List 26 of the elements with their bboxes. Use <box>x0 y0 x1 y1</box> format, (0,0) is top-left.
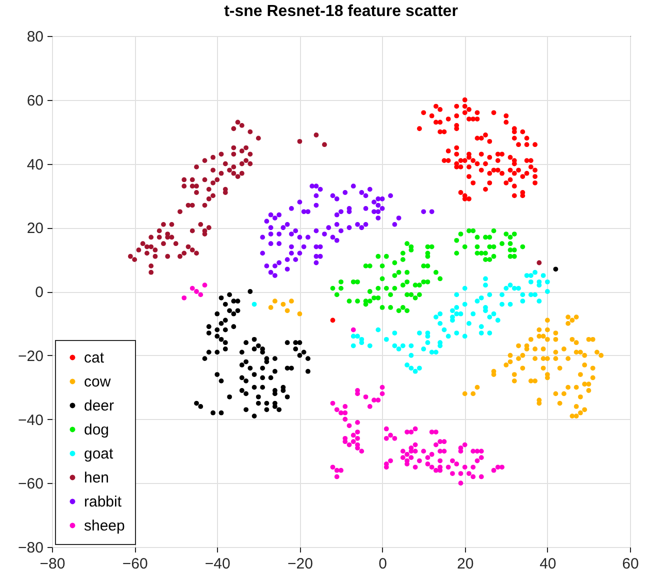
legend-label: rabbit <box>84 494 122 510</box>
y-tick-label: 60 <box>26 92 44 110</box>
y-tick-label: 0 <box>35 284 44 301</box>
y-tick-label: −40 <box>18 412 44 429</box>
y-tick-label: −20 <box>18 348 44 365</box>
y-tick-label: 80 <box>26 28 44 46</box>
chart-title: t-sne Resnet-18 feature scatter <box>224 3 458 20</box>
y-tick-label: 20 <box>26 220 44 238</box>
legend-label: hen <box>84 470 110 486</box>
x-tick-label: 20 <box>457 556 474 572</box>
x-tick-label: −80 <box>40 556 66 572</box>
x-tick-label: −20 <box>287 556 313 572</box>
legend-label: cat <box>84 350 105 366</box>
y-tick-label: 40 <box>26 156 44 174</box>
x-tick-label: 60 <box>622 556 639 572</box>
x-tick-label: 40 <box>540 556 556 572</box>
x-tick-label: −60 <box>122 556 148 572</box>
legend-label: goat <box>84 446 114 462</box>
legend-label: sheep <box>84 518 125 534</box>
y-tick-label: −80 <box>18 540 44 556</box>
legend-label: dog <box>84 422 110 438</box>
legend-label: cow <box>84 374 111 390</box>
x-tick-label: 0 <box>378 556 387 572</box>
y-tick-label: −60 <box>18 476 44 493</box>
legend-label: deer <box>84 398 114 414</box>
x-tick-label: −40 <box>204 556 230 572</box>
